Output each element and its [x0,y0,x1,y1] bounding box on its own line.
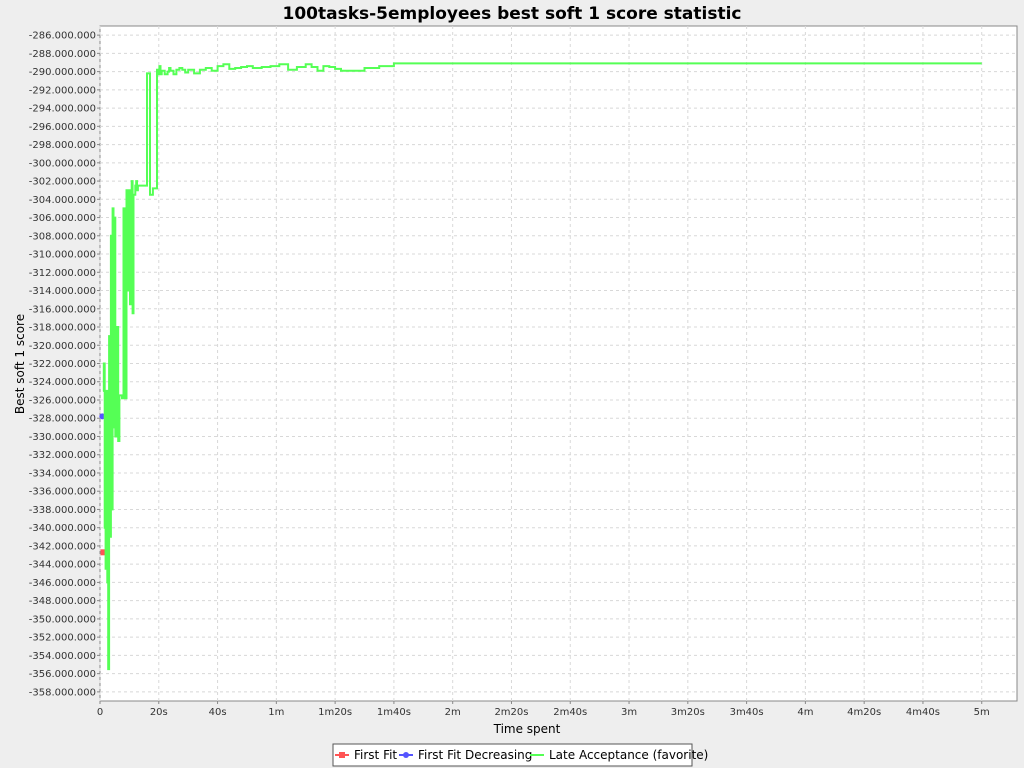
x-tick-label: 4m20s [847,707,881,718]
y-tick-label: -334.000.000 [29,468,96,479]
x-tick-label: 1m20s [318,707,352,718]
y-tick-label: -302.000.000 [29,177,96,188]
y-tick-label: -316.000.000 [29,304,96,315]
y-tick-label: -352.000.000 [29,633,96,644]
x-tick-label: 0 [97,707,103,718]
x-tick-label: 4m40s [906,707,940,718]
y-tick-label: -330.000.000 [29,432,96,443]
y-tick-label: -326.000.000 [29,395,96,406]
y-tick-label: -340.000.000 [29,523,96,534]
x-axis-ticks: 0 20s 40s 1m 1m20s 1m40s 2m 2m20s 2m40s 3m 3m20s 3m… [97,701,990,718]
grid-lines [99,26,1017,701]
legend-label: First Fit [354,748,397,762]
chart-title: 100tasks-5employees best soft 1 score st… [283,4,742,24]
x-axis-label: Time spent [493,722,561,736]
y-tick-label: -338.000.000 [29,505,96,516]
x-tick-label: 3m20s [671,707,705,718]
y-tick-label: -288.000.000 [29,49,96,60]
x-tick-label: 40s [209,707,227,718]
y-tick-label: -310.000.000 [29,250,96,261]
y-tick-label: -296.000.000 [29,122,96,133]
y-tick-label: -314.000.000 [29,286,96,297]
y-tick-label: -308.000.000 [29,231,96,242]
legend-circle-marker [403,752,409,758]
y-tick-label: -336.000.000 [29,487,96,498]
x-tick-label: 5m [974,707,990,718]
legend-box [332,743,693,767]
y-tick-label: -356.000.000 [29,669,96,680]
x-tick-label: 2m [445,707,461,718]
y-tick-label: -344.000.000 [29,560,96,571]
y-tick-label: -318.000.000 [29,323,96,334]
series-line-late-acceptance [102,62,982,671]
x-tick-label: 20s [150,707,168,718]
y-tick-label: -350.000.000 [29,614,96,625]
data-point-first-fit [100,549,107,556]
y-tick-label: -294.000.000 [29,104,96,115]
y-tick-label: -306.000.000 [29,213,96,224]
legend-label: First Fit Decreasing [418,748,532,762]
y-tick-label: -320.000.000 [29,341,96,352]
legend: First Fit First Fit Decreasing Late Accept… [332,743,708,767]
y-tick-label: -298.000.000 [29,140,96,151]
y-tick-label: -342.000.000 [29,541,96,552]
y-tick-label: -348.000.000 [29,596,96,607]
x-tick-label: 4m [797,707,813,718]
legend-label: Late Acceptance (favorite) [549,748,708,762]
y-tick-label: -300.000.000 [29,158,96,169]
y-axis-ticks: -286.000.000 -288.000.000 -290.000.000 -292… [29,31,100,698]
y-tick-label: -304.000.000 [29,195,96,206]
y-tick-label: -346.000.000 [29,578,96,589]
x-tick-label: 2m20s [494,707,528,718]
y-tick-label: -358.000.000 [29,687,96,698]
y-tick-label: -290.000.000 [29,67,96,78]
y-axis-label: Best soft 1 score [13,314,27,414]
y-tick-label: -312.000.000 [29,268,96,279]
y-tick-label: -354.000.000 [29,651,96,662]
x-tick-label: 3m [621,707,637,718]
x-tick-label: 3m40s [730,707,764,718]
y-tick-label: -332.000.000 [29,450,96,461]
y-tick-label: -322.000.000 [29,359,96,370]
y-tick-label: -286.000.000 [29,31,96,42]
x-tick-label: 1m40s [377,707,411,718]
y-tick-label: -328.000.000 [29,414,96,425]
y-tick-label: -324.000.000 [29,377,96,388]
y-tick-label: -292.000.000 [29,85,96,96]
series-group [99,62,982,671]
x-tick-label: 1m [268,707,284,718]
x-tick-label: 2m40s [553,707,587,718]
legend-square-marker [339,752,345,758]
